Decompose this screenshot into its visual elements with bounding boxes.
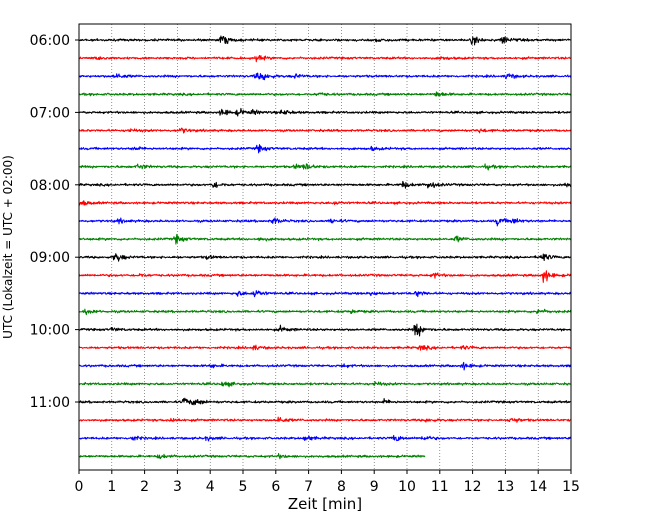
trace-0745 <box>78 163 572 171</box>
trace-0830 <box>78 217 572 227</box>
trace-0600 <box>78 35 572 46</box>
x-axis-label: Zeit [min] <box>288 495 362 513</box>
trace-0930 <box>78 290 572 298</box>
trace-0800 <box>78 180 572 189</box>
x-tick-label: 12 <box>464 479 482 495</box>
y-tick-label: 08:00 <box>30 178 70 194</box>
trace-1000 <box>78 323 572 337</box>
trace-1045 <box>78 381 572 388</box>
trace-0615 <box>78 54 572 63</box>
x-tick-label: 14 <box>529 479 547 495</box>
y-axis-label: UTC (Lokalzeit = UTC + 02:00) <box>1 155 15 339</box>
y-axis-ticks: 06:00 07:00 08:00 09:00 10:00 11:00 <box>30 33 79 411</box>
trace-0900 <box>78 253 572 262</box>
x-tick-label: 0 <box>75 479 84 495</box>
trace-0815 <box>78 200 572 206</box>
y-tick-label: 07:00 <box>30 105 70 121</box>
seismogram-traces <box>78 35 572 460</box>
x-tick-label: 5 <box>239 479 248 495</box>
trace-1015 <box>78 344 572 351</box>
x-axis-ticks: 0 1 2 3 4 5 6 7 8 9 10 11 12 13 14 15 <box>75 470 580 495</box>
trace-0645 <box>78 91 572 97</box>
x-tick-label: 11 <box>431 479 449 495</box>
y-tick-label: 10:00 <box>30 323 70 339</box>
y-tick-label: 09:00 <box>30 250 70 266</box>
trace-1145 <box>78 452 426 460</box>
x-tick-label: 10 <box>398 479 416 495</box>
trace-0915 <box>78 270 572 283</box>
trace-0630 <box>78 72 572 81</box>
trace-0845 <box>78 233 572 245</box>
y-tick-label: 06:00 <box>30 33 70 49</box>
trace-0700 <box>78 107 572 117</box>
x-tick-label: 1 <box>107 479 116 495</box>
trace-1100 <box>78 397 572 406</box>
x-tick-label: 8 <box>337 479 346 495</box>
trace-1115 <box>78 416 572 423</box>
trace-0730 <box>78 144 572 154</box>
x-tick-label: 4 <box>206 479 215 495</box>
trace-1130 <box>78 434 572 442</box>
x-tick-label: 3 <box>173 479 182 495</box>
trace-1030 <box>78 361 572 371</box>
plot-frame <box>78 23 572 471</box>
x-tick-label: 7 <box>304 479 313 495</box>
vertical-gridlines <box>111 24 539 470</box>
x-tick-label: 13 <box>496 479 514 495</box>
x-tick-label: 9 <box>370 479 379 495</box>
x-tick-label: 6 <box>271 479 280 495</box>
trace-0945 <box>78 308 572 316</box>
x-tick-label: 2 <box>140 479 149 495</box>
trace-0715 <box>78 127 572 134</box>
x-tick-label: 15 <box>562 479 580 495</box>
y-tick-label: 11:00 <box>30 395 70 411</box>
